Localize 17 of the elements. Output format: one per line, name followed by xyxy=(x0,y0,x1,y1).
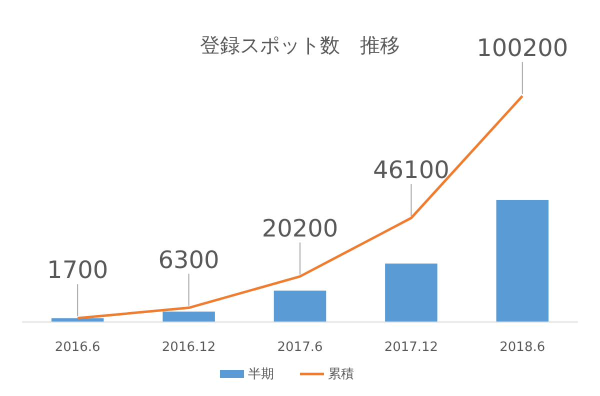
x-tick-label: 2016.6 xyxy=(54,340,100,355)
bar xyxy=(162,312,215,322)
data-label: 100200 xyxy=(476,34,568,62)
chart-title: 登録スポット数 推移 xyxy=(200,33,400,57)
x-tick-label: 2017.6 xyxy=(277,340,323,355)
x-tick-label: 2018.6 xyxy=(500,340,546,355)
bar xyxy=(385,264,438,322)
data-label: 6300 xyxy=(158,246,220,274)
x-tick-label: 2017.12 xyxy=(384,340,438,355)
data-label: 46100 xyxy=(373,156,450,184)
data-label: 1700 xyxy=(47,256,108,284)
bar xyxy=(496,200,549,322)
legend-label: 半期 xyxy=(248,367,274,382)
bar xyxy=(274,290,326,322)
x-tick-label: 2016.12 xyxy=(162,340,216,355)
data-label: 20200 xyxy=(262,214,338,242)
legend-label: 累積 xyxy=(328,367,354,382)
